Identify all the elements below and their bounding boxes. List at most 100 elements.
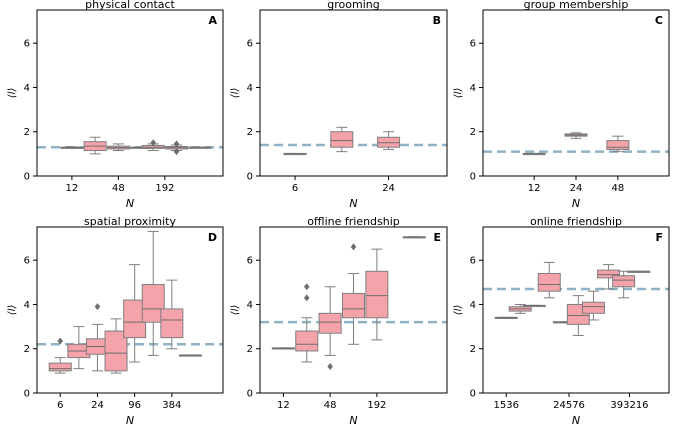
box-2: [295, 283, 319, 363]
panel-title: group membership: [524, 0, 629, 11]
x-tick-label: 24576: [553, 400, 585, 411]
y-tick-label: 4: [247, 83, 253, 94]
y-axis-label: ⟨l⟩: [230, 305, 241, 316]
x-tick-label: 24: [91, 400, 104, 411]
y-tick-label: 0: [247, 389, 253, 400]
box-body: [597, 269, 621, 279]
panel-letter: E: [433, 231, 441, 244]
y-tick-label: 6: [470, 39, 476, 50]
x-tick-label: 192: [367, 400, 386, 411]
y-axis-label: ⟨l⟩: [453, 305, 464, 316]
panel-e: offline friendship 0 2 4 6 12 48 192 N ⟨l⟩ E: [230, 215, 448, 427]
x-tick-label: 96: [128, 400, 141, 411]
panel-title: online friendship: [530, 215, 622, 228]
box-body: [606, 140, 630, 150]
box-body: [318, 312, 342, 334]
box-body: [104, 330, 128, 372]
y-tick-label: 2: [470, 127, 476, 138]
box-6: [566, 295, 590, 336]
box-4: [104, 318, 128, 374]
box-5: [365, 248, 389, 341]
y-tick-label: 2: [247, 344, 253, 355]
x-axis-label: N: [349, 414, 357, 427]
x-tick-label: 6: [292, 183, 298, 194]
box-1: [60, 146, 84, 149]
x-axis-label: N: [126, 197, 134, 210]
box-9: [612, 270, 636, 299]
axes-frame: [36, 226, 224, 394]
box-7: [160, 279, 184, 350]
x-tick-label: 393216: [610, 400, 648, 411]
y-tick-label: 6: [24, 39, 30, 50]
box-1: [522, 152, 546, 156]
y-axis-label: ⟨l⟩: [453, 88, 464, 99]
y-tick-label: 0: [247, 172, 253, 183]
x-tick-label: 24: [382, 183, 395, 194]
box-body: [141, 284, 165, 323]
y-tick-label: 0: [24, 172, 30, 183]
y-tick-label: 0: [24, 389, 30, 400]
box-body: [48, 362, 72, 372]
x-tick-label: 12: [528, 183, 541, 194]
box-8: [178, 354, 202, 357]
x-axis-label: N: [572, 197, 580, 210]
box-body: [537, 272, 561, 292]
axes-frame: [482, 226, 670, 394]
box-body: [612, 275, 636, 288]
box-6: [402, 236, 426, 239]
axes-frame: [36, 9, 224, 177]
panel-title: physical contact: [85, 0, 175, 11]
x-tick-label: 24: [570, 183, 583, 194]
y-tick-label: 6: [247, 256, 253, 267]
box-3: [522, 304, 546, 308]
y-axis-label: ⟨l⟩: [7, 305, 18, 316]
outlier-point: [173, 148, 180, 156]
panel-a: physical contact 0 2 4 6 12 48 192 N ⟨l⟩ A: [7, 0, 224, 210]
outlier-point: [327, 362, 333, 370]
box-3: [377, 131, 401, 150]
axes-frame: [259, 9, 448, 177]
box-7: [188, 146, 212, 149]
y-axis-label: ⟨l⟩: [7, 88, 18, 99]
box-1: [283, 152, 307, 156]
x-tick-label: 192: [155, 183, 174, 194]
panel-letter: A: [208, 14, 217, 27]
box-4: [537, 261, 561, 299]
box-2: [508, 303, 532, 314]
box-body: [377, 136, 401, 148]
x-tick-label: 48: [611, 183, 624, 194]
box-6: [165, 140, 188, 156]
box-body: [365, 270, 389, 319]
box-1: [494, 316, 518, 320]
box-7: [581, 290, 605, 321]
box-body: [342, 292, 365, 319]
box-3: [606, 135, 630, 153]
axes-frame: [259, 226, 448, 394]
y-tick-label: 4: [470, 83, 476, 94]
outlier-point: [57, 337, 64, 345]
outlier-point: [303, 294, 310, 302]
y-tick-label: 0: [470, 172, 476, 183]
x-axis-label: N: [349, 197, 357, 210]
panel-letter: F: [655, 231, 663, 244]
y-tick-label: 6: [247, 39, 253, 50]
y-tick-label: 6: [470, 256, 476, 267]
panel-letter: C: [655, 14, 663, 27]
outlier-point: [350, 243, 357, 251]
panel-letter: B: [433, 14, 441, 27]
box-1: [48, 337, 72, 374]
box-5: [141, 139, 165, 152]
y-tick-label: 4: [247, 300, 253, 311]
panel-title: spatial proximity: [84, 215, 176, 228]
box-body: [581, 301, 605, 314]
box-3: [106, 143, 130, 152]
y-tick-label: 2: [24, 127, 30, 138]
box-8: [597, 264, 621, 290]
x-tick-label: 12: [66, 183, 79, 194]
outlier-point: [173, 140, 180, 148]
box-2: [330, 126, 354, 153]
